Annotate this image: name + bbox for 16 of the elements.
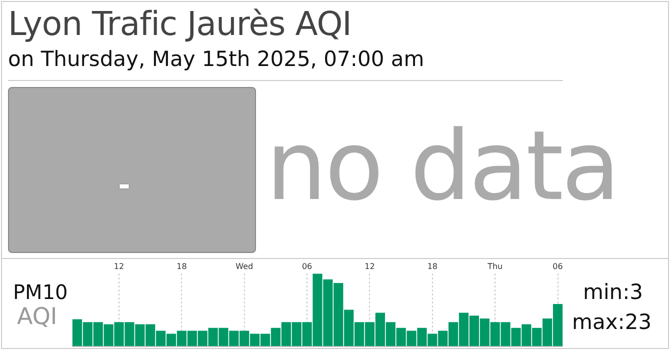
x-tick-label: 12 <box>364 262 375 271</box>
x-tick-label: 18 <box>176 262 187 271</box>
text: max:23 <box>572 310 652 334</box>
x-tick-label: 12 <box>114 262 124 271</box>
text: - <box>118 168 130 203</box>
x-tick-label: Wed <box>236 262 254 271</box>
y-axis-title: PM10 <box>13 280 68 304</box>
x-tick-label: 06 <box>302 262 312 271</box>
x-tick-label: 06 <box>552 262 563 271</box>
text: AQI <box>17 304 58 330</box>
x-tick-label: Thu <box>486 262 503 271</box>
x-tick-label: 18 <box>427 262 438 271</box>
chart-title: Lyon Trafic Jaurès AQI <box>8 4 352 43</box>
chart-subtitle: on Thursday, May 15th 2025, 07:00 am <box>8 47 424 71</box>
text: min:3 <box>583 280 644 304</box>
text: no data <box>266 110 618 222</box>
